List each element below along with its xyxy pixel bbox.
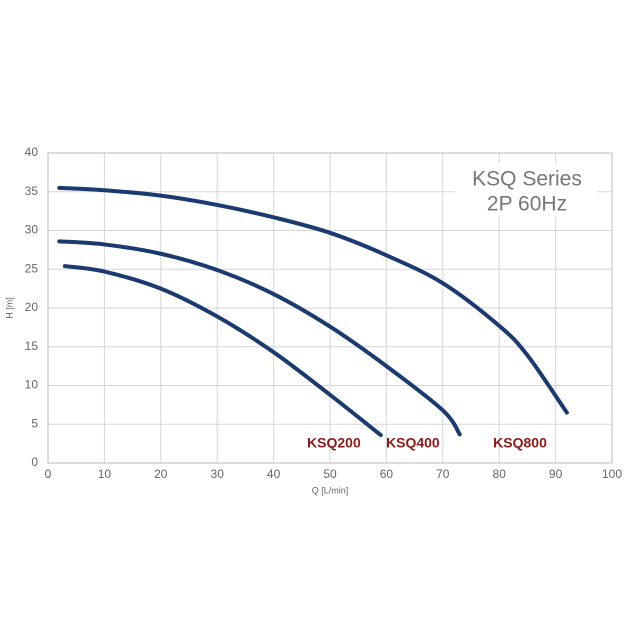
chart-subtitle: 2P 60Hz [487, 193, 567, 216]
y-axis-label: H [m] [4, 297, 14, 319]
title-box [455, 163, 597, 217]
x-tick-label: 30 [211, 467, 225, 481]
y-tick-label: 40 [25, 145, 39, 159]
x-tick-label: 60 [380, 467, 394, 481]
y-tick-label: 10 [25, 378, 39, 392]
x-tick-label: 50 [323, 467, 337, 481]
y-tick-label: 15 [25, 339, 39, 353]
x-tick-label: 100 [602, 467, 622, 481]
y-tick-label: 25 [25, 261, 39, 275]
y-tick-label: 5 [31, 416, 38, 430]
x-tick-label: 80 [493, 467, 507, 481]
x-tick-label: 40 [267, 467, 281, 481]
series-line [62, 264, 383, 438]
x-axis-label: Q [L/min] [312, 485, 349, 495]
y-tick-label: 20 [25, 300, 39, 314]
chart-title: KSQ Series [472, 168, 582, 191]
series-label: KSQ800 [493, 435, 547, 451]
x-tick-label: 20 [154, 467, 168, 481]
y-tick-label: 35 [25, 184, 39, 198]
plot-frame [47, 152, 613, 464]
series-label: KSQ200 [307, 435, 361, 451]
y-tick-label: 30 [25, 223, 39, 237]
x-tick-label: 10 [98, 467, 112, 481]
series-label: KSQ400 [386, 435, 440, 451]
series-line [57, 185, 569, 415]
x-tick-label: 90 [549, 467, 563, 481]
series-line [57, 239, 462, 437]
x-tick-label: 0 [45, 467, 52, 481]
x-tick-label: 70 [436, 467, 450, 481]
y-tick-label: 0 [31, 455, 38, 469]
